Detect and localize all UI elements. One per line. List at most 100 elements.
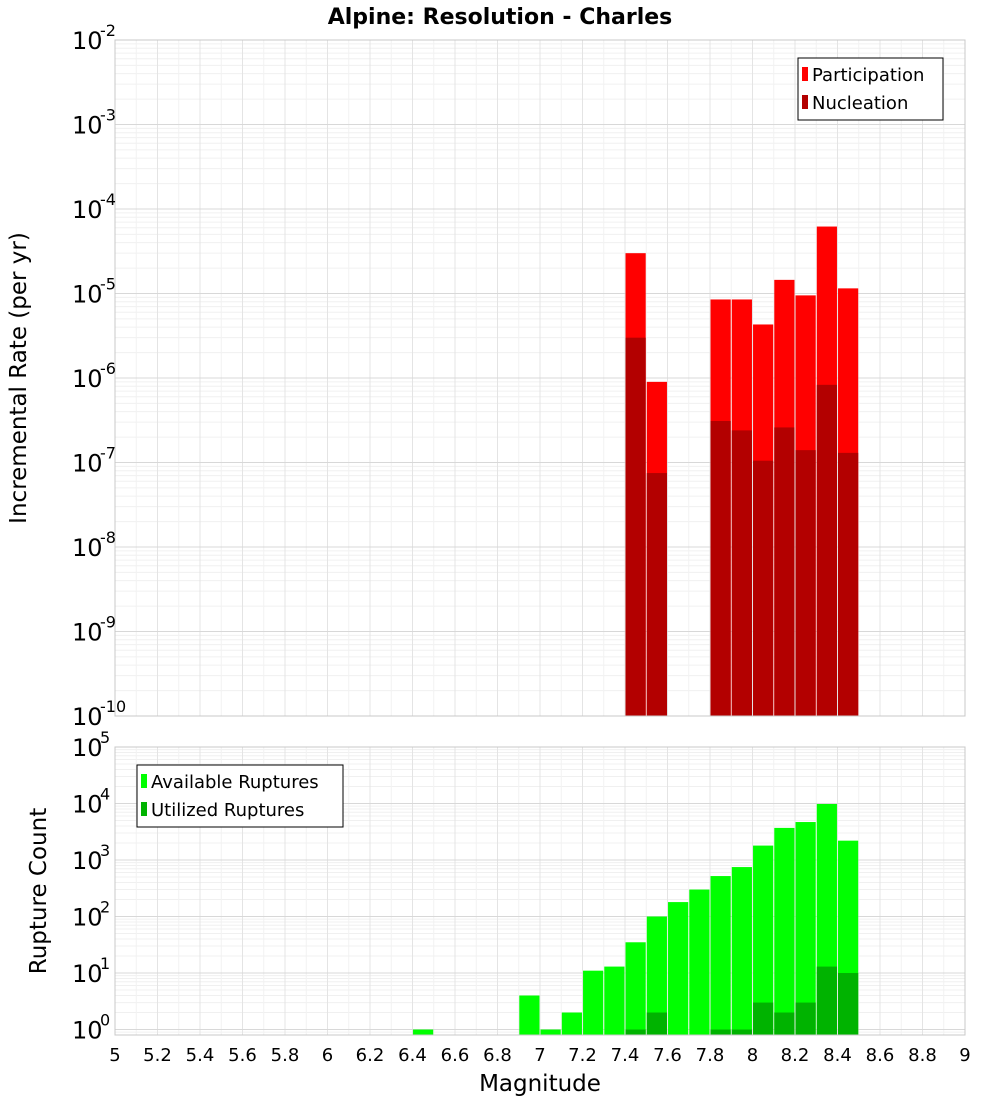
rate-y-tick-label: 10 [72, 619, 103, 647]
count-bar-primary [689, 889, 710, 1035]
count-bar-primary [583, 970, 604, 1035]
count-bar-secondary [838, 973, 859, 1035]
rate-bar-secondary [838, 452, 859, 716]
count-plot-frame [114, 746, 966, 1036]
rate-bar-secondary [646, 473, 667, 716]
count-y-tick-label: 10 [72, 1017, 103, 1045]
rate-y-tick-exponent: -6 [100, 359, 116, 378]
rate-bar-secondary [625, 337, 646, 716]
count-x-tick-label: 9 [959, 1045, 970, 1066]
magnitude-x-axis-label: Magnitude [479, 1071, 601, 1097]
rate-y-tick-label: 10 [72, 27, 103, 55]
rate-y-tick-exponent: -3 [100, 106, 116, 125]
rate-panel: 10-1010-910-810-710-610-510-410-310-2Par… [72, 21, 966, 731]
count-bar-primary [625, 942, 646, 1035]
count-x-tick-label: 8.8 [908, 1045, 937, 1066]
rate-y-tick-exponent: -2 [100, 21, 116, 40]
count-bar-primary [413, 1029, 434, 1035]
count-legend-swatch [141, 802, 147, 816]
count-bar-primary [604, 966, 625, 1035]
count-bar-primary [519, 995, 540, 1035]
rate-legend-swatch [802, 95, 808, 109]
rate-bar-secondary [731, 430, 752, 716]
count-x-tick-label: 7 [534, 1045, 545, 1066]
count-bar-secondary [625, 1029, 646, 1035]
count-bar-secondary [710, 1029, 731, 1035]
rate-y-tick-label: 10 [72, 196, 103, 224]
rate-bar-secondary [753, 460, 774, 716]
count-y-tick-exponent: 2 [100, 898, 110, 917]
count-bar-primary [668, 902, 689, 1035]
count-x-tick-label: 6.8 [483, 1045, 512, 1066]
rate-y-tick-exponent: -7 [100, 444, 116, 463]
count-legend-label: Utilized Ruptures [151, 800, 304, 821]
rate-y-tick-exponent: -10 [100, 697, 126, 716]
rate-legend-label: Participation [812, 65, 924, 86]
count-x-tick-label: 7.6 [653, 1045, 682, 1066]
count-y-tick-exponent: 1 [100, 954, 110, 973]
count-x-tick-label: 6.2 [356, 1045, 385, 1066]
count-y-tick-exponent: 5 [100, 728, 110, 747]
rate-y-tick-label: 10 [72, 112, 103, 140]
rate-y-tick-label: 10 [72, 281, 103, 309]
rate-bar-secondary [816, 384, 837, 716]
count-bar-primary [731, 867, 752, 1035]
rate-y-axis-label: Incremental Rate (per yr) [6, 232, 32, 524]
rate-bar-secondary [710, 420, 731, 716]
count-bar-primary [561, 1012, 582, 1035]
rate-y-tick-exponent: -5 [100, 275, 116, 294]
count-x-tick-label: 5.4 [186, 1045, 215, 1066]
count-x-tick-label: 8.6 [866, 1045, 895, 1066]
count-y-tick-label: 10 [72, 734, 103, 762]
count-x-tick-label: 7.4 [611, 1045, 640, 1066]
rate-legend-swatch [802, 67, 808, 81]
count-y-axis-label: Rupture Count [26, 808, 52, 974]
count-y-tick-exponent: 3 [100, 841, 110, 860]
count-y-tick-label: 10 [72, 791, 103, 819]
count-legend-swatch [141, 774, 147, 788]
rate-y-tick-label: 10 [72, 450, 103, 478]
count-bar-primary [753, 845, 774, 1035]
rate-y-tick-exponent: -8 [100, 528, 116, 547]
rate-y-tick-exponent: -4 [100, 190, 116, 209]
rate-y-tick-label: 10 [72, 703, 103, 731]
count-x-tick-label: 7.8 [696, 1045, 725, 1066]
count-y-tick-exponent: 4 [100, 785, 110, 804]
count-legend-label: Available Ruptures [151, 772, 319, 793]
count-x-tick-label: 8 [747, 1045, 758, 1066]
count-bar-primary [540, 1029, 561, 1035]
count-x-tick-label: 7.2 [568, 1045, 597, 1066]
count-x-tick-label: 5.6 [228, 1045, 257, 1066]
rate-y-tick-exponent: -9 [100, 613, 116, 632]
count-y-tick-label: 10 [72, 960, 103, 988]
count-x-tick-label: 6 [322, 1045, 333, 1066]
count-x-tick-label: 5.8 [271, 1045, 300, 1066]
count-bar-secondary [795, 1002, 816, 1035]
rate-legend-label: Nucleation [812, 93, 908, 114]
count-legend-box [136, 764, 344, 828]
count-y-tick-exponent: 0 [100, 1011, 110, 1030]
count-x-tick-label: 6.6 [441, 1045, 470, 1066]
chart-title: Alpine: Resolution - Charles [328, 5, 673, 30]
count-x-tick-label: 5.2 [143, 1045, 172, 1066]
count-bar-secondary [774, 1012, 795, 1035]
count-bar-secondary [753, 1002, 774, 1035]
count-x-tick-label: 8.2 [781, 1045, 810, 1066]
count-bar-primary [646, 916, 667, 1035]
count-x-tick-label: 8.4 [823, 1045, 852, 1066]
rate-plot-frame [114, 39, 966, 717]
count-bar-primary [774, 827, 795, 1035]
rate-y-tick-label: 10 [72, 534, 103, 562]
rate-y-tick-label: 10 [72, 365, 103, 393]
count-x-tick-label: 5 [109, 1045, 120, 1066]
count-bar-secondary [646, 1012, 667, 1035]
count-bar-secondary [731, 1029, 752, 1035]
rate-bar-secondary [795, 450, 816, 716]
rate-legend-box [797, 57, 944, 121]
count-y-tick-label: 10 [72, 904, 103, 932]
count-bar-secondary [816, 966, 837, 1035]
count-x-tick-label: 6.4 [398, 1045, 427, 1066]
count-bar-primary [710, 876, 731, 1035]
